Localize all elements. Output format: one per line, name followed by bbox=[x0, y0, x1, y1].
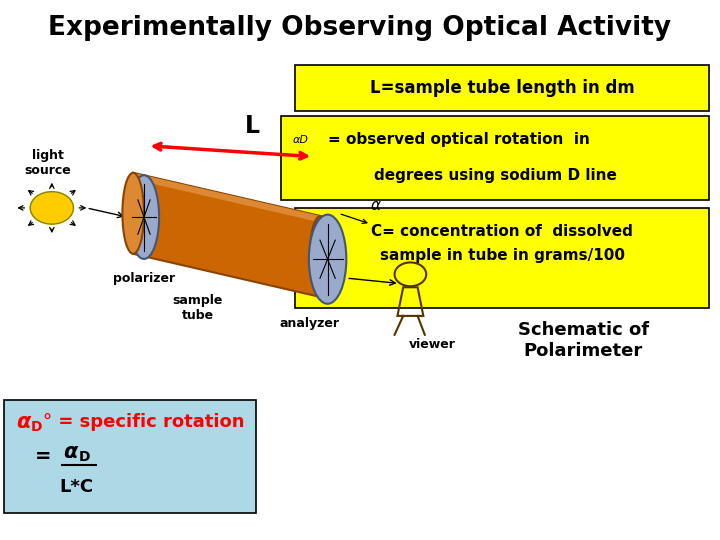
Ellipse shape bbox=[122, 173, 144, 254]
Text: α: α bbox=[63, 442, 78, 462]
Ellipse shape bbox=[310, 216, 331, 297]
Text: L*C: L*C bbox=[59, 477, 93, 496]
Text: analyzer: analyzer bbox=[279, 317, 340, 330]
Text: sample in tube in grams/100: sample in tube in grams/100 bbox=[379, 248, 625, 264]
Text: viewer: viewer bbox=[408, 338, 456, 350]
Text: L: L bbox=[245, 114, 259, 138]
Ellipse shape bbox=[129, 175, 159, 259]
Text: light
source: light source bbox=[25, 148, 71, 177]
Text: α: α bbox=[16, 411, 30, 432]
Text: D: D bbox=[79, 450, 91, 464]
Text: degrees using sodium D line: degrees using sodium D line bbox=[374, 168, 616, 184]
Text: = observed optical rotation  in: = observed optical rotation in bbox=[328, 132, 590, 147]
Text: αD: αD bbox=[293, 135, 309, 145]
Ellipse shape bbox=[309, 214, 346, 303]
Circle shape bbox=[30, 192, 73, 224]
Text: L=sample tube length in dm: L=sample tube length in dm bbox=[370, 79, 634, 97]
Polygon shape bbox=[133, 173, 320, 297]
Text: α: α bbox=[371, 198, 381, 213]
Text: mL: mL bbox=[315, 281, 340, 296]
FancyBboxPatch shape bbox=[281, 116, 709, 200]
Text: polarizer: polarizer bbox=[113, 272, 175, 286]
FancyBboxPatch shape bbox=[295, 65, 709, 111]
Polygon shape bbox=[133, 173, 320, 222]
Text: Schematic of
Polarimeter: Schematic of Polarimeter bbox=[518, 321, 649, 360]
Text: D: D bbox=[31, 420, 42, 434]
FancyBboxPatch shape bbox=[4, 400, 256, 513]
Text: C= concentration of  dissolved: C= concentration of dissolved bbox=[372, 224, 633, 239]
FancyBboxPatch shape bbox=[295, 208, 709, 308]
Text: ° = specific rotation: ° = specific rotation bbox=[43, 413, 245, 431]
Text: Experimentally Observing Optical Activity: Experimentally Observing Optical Activit… bbox=[48, 15, 672, 41]
Text: =: = bbox=[35, 447, 51, 466]
Text: sample
tube: sample tube bbox=[173, 294, 223, 322]
